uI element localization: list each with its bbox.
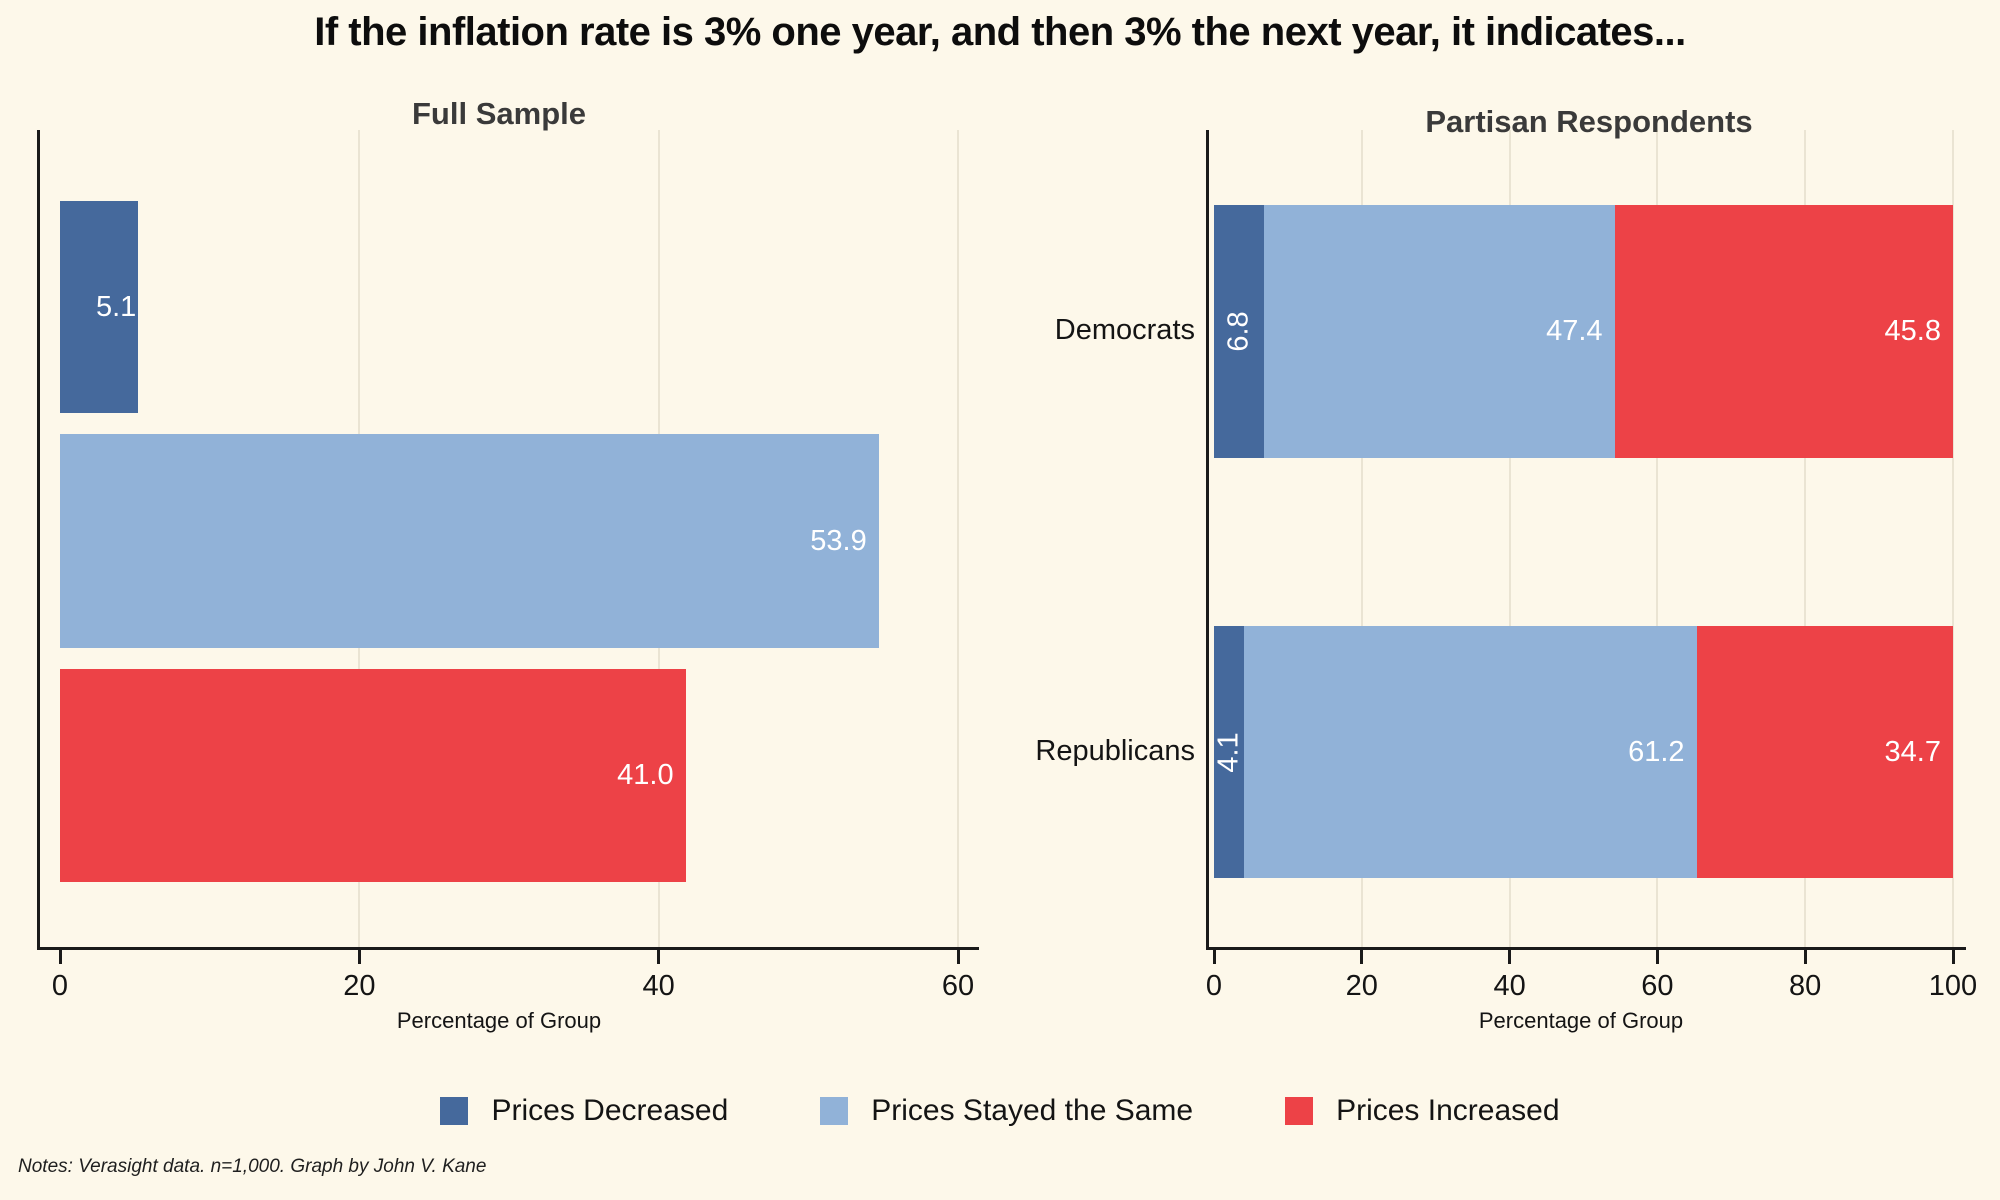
- category-label-democrats: Democrats: [1054, 314, 1195, 346]
- segment-value-label: 61.2: [1628, 735, 1685, 768]
- segment-democrats-prices-stayed-the-same: 47.4: [1264, 205, 1615, 458]
- x-tick-60: [956, 950, 960, 964]
- segment-value-label: 34.7: [1884, 735, 1941, 768]
- segment-value-label: 6.8: [1222, 311, 1255, 352]
- x-gridline-100: [1952, 130, 1954, 947]
- legend-label: Prices Stayed the Same: [871, 1094, 1194, 1127]
- right-plot-area: 6.8 47.4 45.8 4.1 61.2 34.7: [1209, 130, 1965, 947]
- x-tick-0: [1212, 950, 1216, 964]
- x-tick-60: [1655, 950, 1659, 964]
- x-tick-20: [357, 950, 361, 964]
- left-plot-area: 5.1 53.9 41.0: [40, 130, 978, 947]
- chart-title: If the inflation rate is 3% one year, an…: [314, 10, 1686, 54]
- bar-value-label: 53.9: [810, 524, 867, 557]
- bar-prices-increased: 41.0: [60, 669, 686, 882]
- legend-label: Prices Increased: [1336, 1094, 1560, 1127]
- left-y-axis-line: [37, 130, 40, 950]
- segment-value-label: 4.1: [1212, 731, 1245, 773]
- x-gridline-60: [1656, 130, 1659, 947]
- legend-item-prices-decreased: Prices Decreased: [440, 1094, 728, 1128]
- x-tick-label-0: 0: [1205, 970, 1223, 1002]
- source-notes: Notes: Verasight data. n=1,000. Graph by…: [18, 1156, 487, 1177]
- left-x-axis-line: [37, 947, 979, 950]
- x-gridline-40: [1508, 130, 1511, 947]
- x-tick-40: [1508, 950, 1512, 964]
- right-panel-title: Partisan Respondents: [1425, 104, 1753, 139]
- bar-prices-stayed-the-same: 53.9: [60, 434, 879, 648]
- segment-value-label: 47.4: [1546, 315, 1603, 347]
- x-tick-label-80: 80: [1789, 970, 1822, 1002]
- segment-value-label: 45.8: [1884, 315, 1941, 347]
- prices-increased-swatch-icon: [1285, 1097, 1314, 1125]
- x-tick-100: [1951, 950, 1955, 964]
- x-tick-label-0: 0: [51, 970, 69, 1002]
- prices-stayed-the-same-swatch-icon: [820, 1097, 849, 1125]
- x-gridline-60: [957, 130, 959, 947]
- right-x-axis-title: Percentage of Group: [1478, 1008, 1684, 1033]
- bar-prices-decreased: 5.1: [60, 201, 139, 413]
- left-x-axis-title: Percentage of Group: [396, 1008, 602, 1033]
- legend-label: Prices Decreased: [491, 1094, 729, 1127]
- legend-item-prices-increased: Prices Increased: [1285, 1094, 1560, 1128]
- x-tick-0: [58, 950, 62, 964]
- x-tick-20: [1360, 950, 1364, 964]
- x-tick-40: [657, 950, 661, 964]
- legend-item-prices-stayed-the-same: Prices Stayed the Same: [820, 1094, 1193, 1128]
- segment-democrats-prices-increased: 45.8: [1614, 205, 1953, 458]
- right-x-axis-line: [1206, 947, 1966, 950]
- x-gridline-20: [1360, 130, 1363, 947]
- segment-democrats-prices-decreased: 6.8: [1214, 205, 1265, 458]
- x-tick-label-60: 60: [1641, 970, 1674, 1002]
- segment-republicans-prices-increased: 34.7: [1696, 626, 1953, 878]
- bar-value-label: 41.0: [617, 759, 674, 791]
- x-tick-label-40: 40: [1493, 970, 1526, 1002]
- right-y-axis-line: [1206, 130, 1209, 950]
- x-tick-label-40: 40: [642, 970, 675, 1002]
- x-gridline-80: [1804, 130, 1807, 947]
- legend: Prices Decreased Prices Stayed the Same …: [0, 1088, 2000, 1134]
- segment-republicans-prices-stayed-the-same: 61.2: [1244, 626, 1697, 878]
- x-tick-label-20: 20: [1345, 970, 1378, 1002]
- x-tick-label-60: 60: [941, 970, 975, 1002]
- segment-republicans-prices-decreased: 4.1: [1212, 626, 1245, 878]
- x-tick-80: [1803, 950, 1807, 964]
- prices-decreased-swatch-icon: [440, 1097, 469, 1125]
- x-tick-label-100: 100: [1928, 970, 1978, 1002]
- bar-value-label: 5.1: [96, 290, 137, 323]
- category-label-republicans: Republicans: [1035, 735, 1195, 767]
- x-tick-label-20: 20: [343, 970, 376, 1002]
- left-panel-title: Full Sample: [412, 96, 586, 131]
